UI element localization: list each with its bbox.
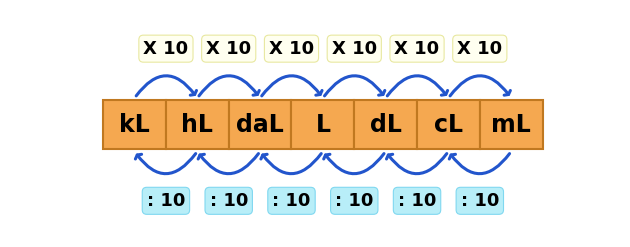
Text: : 10: : 10	[147, 192, 185, 210]
Bar	[480, 100, 542, 149]
Text: daL: daL	[236, 113, 284, 137]
Text: : 10: : 10	[272, 192, 311, 210]
Text: dL: dL	[370, 113, 401, 137]
Text: : 10: : 10	[398, 192, 436, 210]
Text: L: L	[316, 113, 330, 137]
Text: : 10: : 10	[210, 192, 248, 210]
Text: : 10: : 10	[461, 192, 499, 210]
Bar	[292, 100, 354, 149]
Bar	[354, 100, 417, 149]
Text: X 10: X 10	[394, 40, 440, 58]
Text: mL: mL	[491, 113, 531, 137]
Bar	[417, 100, 480, 149]
Bar	[229, 100, 292, 149]
Text: : 10: : 10	[335, 192, 374, 210]
Text: X 10: X 10	[144, 40, 188, 58]
Text: X 10: X 10	[269, 40, 314, 58]
Text: cL: cL	[434, 113, 463, 137]
Text: kL: kL	[119, 113, 150, 137]
Text: X 10: X 10	[457, 40, 502, 58]
Text: X 10: X 10	[332, 40, 377, 58]
Bar	[166, 100, 229, 149]
Text: X 10: X 10	[206, 40, 251, 58]
Text: hL: hL	[181, 113, 214, 137]
Bar	[103, 100, 166, 149]
